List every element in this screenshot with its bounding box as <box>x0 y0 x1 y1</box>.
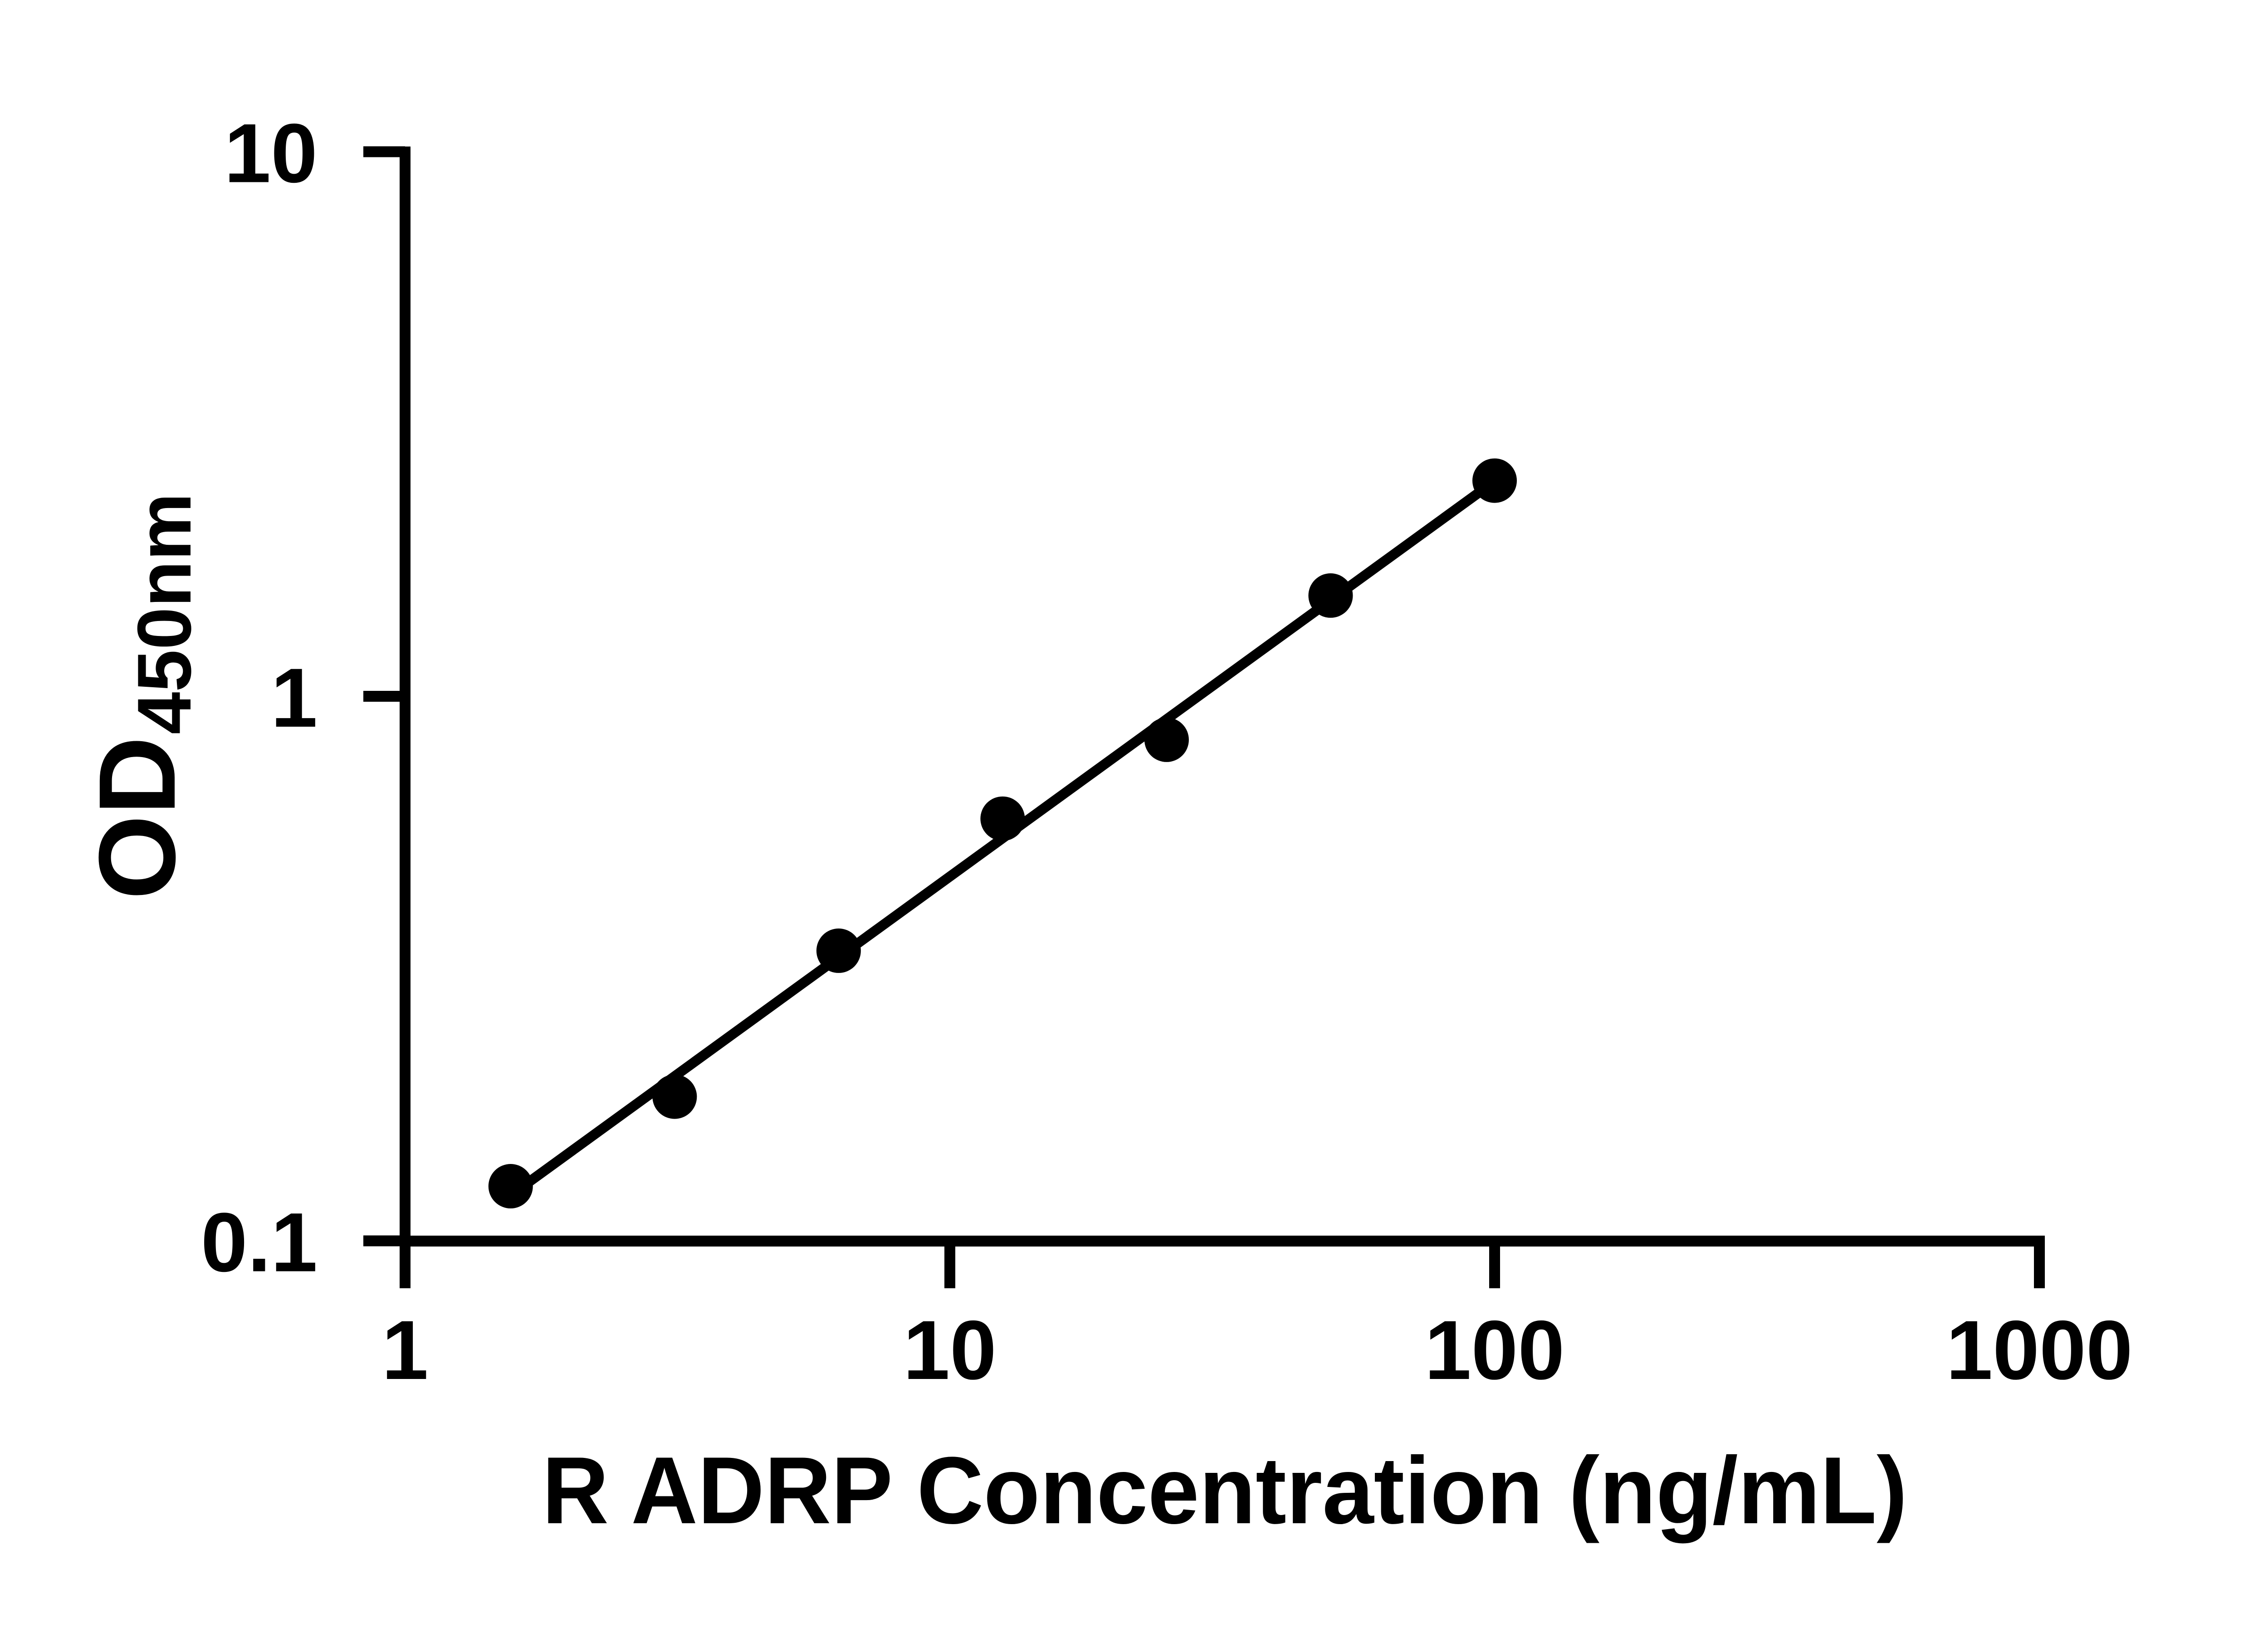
x-tick-label: 1000 <box>1946 1304 2133 1397</box>
data-point <box>816 928 861 973</box>
tick-labels: 10 1 0.1 1 10 100 1000 <box>201 107 2133 1398</box>
y-tick-label: 10 <box>224 107 318 200</box>
data-points <box>488 458 1517 1209</box>
data-point <box>1308 573 1353 618</box>
data-point <box>652 1074 697 1119</box>
ticks <box>363 146 2045 1288</box>
x-tick-label: 100 <box>1425 1304 1565 1397</box>
y-tick-label: 0.1 <box>201 1196 318 1290</box>
y-axis-title: OD 450nm <box>76 493 207 900</box>
y-axis-title-sub: 450nm <box>122 493 207 734</box>
data-point <box>1472 458 1517 503</box>
y-tick-label: 1 <box>271 651 318 745</box>
axes <box>400 147 2045 1247</box>
data-point <box>1144 717 1189 762</box>
x-tick-label: 1 <box>382 1304 429 1397</box>
data-point <box>980 796 1025 841</box>
x-tick-label: 10 <box>903 1304 997 1397</box>
y-axis-title-main: OD <box>76 736 198 900</box>
x-axis-title: R ADRP Concentration (ng/mL) <box>542 1437 1907 1544</box>
data-point <box>488 1164 533 1209</box>
